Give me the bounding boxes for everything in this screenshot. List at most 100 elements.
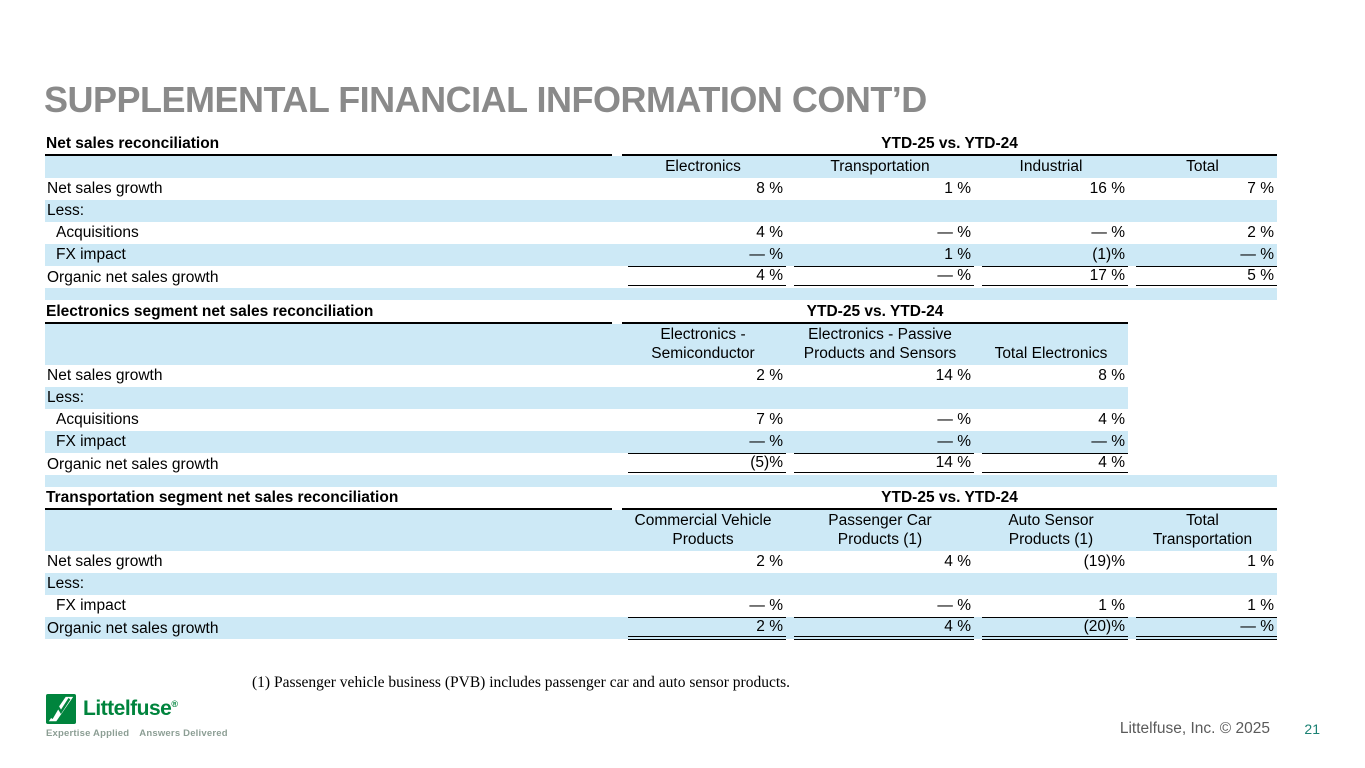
cell-value: 2 % — [1247, 224, 1274, 241]
table-row: Less: — [45, 200, 1277, 222]
cell: — % — [620, 431, 786, 453]
cell-value: 1 % — [944, 180, 971, 197]
row-label: Less: — [47, 389, 85, 406]
cell-value: — % — [1136, 617, 1277, 640]
page-title: SUPPLEMENTAL FINANCIAL INFORMATION CONT’… — [44, 79, 927, 120]
row-label: Net sales growth — [47, 367, 163, 384]
table-row: FX impact — % — % — % — [45, 431, 1128, 453]
cell-value: 7 % — [1247, 180, 1274, 197]
cell-value: 1 % — [944, 246, 971, 263]
table-spacer-stripe — [45, 475, 1277, 487]
period-header: YTD-25 vs. YTD-24 — [622, 301, 1128, 324]
table-row: Acquisitions 7 % — % 4 % — [45, 409, 1128, 431]
column-header: Electronics - Passive Products and Senso… — [803, 326, 957, 362]
column-header-spacer — [45, 510, 620, 551]
cell: 1 % — [786, 244, 974, 266]
cell: 4 % — [786, 551, 974, 573]
cell-value: 4 % — [944, 553, 971, 570]
cell: 8 % — [974, 365, 1128, 387]
period-header: YTD-25 vs. YTD-24 — [622, 487, 1277, 510]
column-header: Total Transportation — [1152, 512, 1253, 548]
cell: — % — [786, 431, 974, 453]
column-header-row: Electronics - Semiconductor Electronics … — [45, 324, 1128, 365]
registered-mark: ® — [171, 699, 178, 709]
cell-value: 2 % — [756, 553, 783, 570]
section-title: Electronics segment net sales reconcilia… — [45, 301, 612, 324]
section-title: Net sales reconciliation — [45, 133, 612, 156]
cell: — % — [620, 595, 786, 617]
row-label: Acquisitions — [56, 411, 139, 428]
cell: — % — [786, 595, 974, 617]
cell — [974, 200, 1128, 222]
cell-value: 4 % — [794, 617, 974, 640]
cell: (20)% — [974, 617, 1128, 640]
cell-value: — % — [937, 411, 971, 428]
cell: 4 % — [620, 266, 786, 289]
cell-value: 14 % — [794, 453, 974, 476]
cell-value: 8 % — [1098, 367, 1125, 384]
table-row: Less: — [45, 387, 1128, 409]
cell — [620, 573, 786, 595]
cell-value: (1)% — [1092, 246, 1125, 263]
cell-value: 4 % — [1098, 411, 1125, 428]
cell — [974, 573, 1128, 595]
cell — [974, 387, 1128, 409]
cell — [786, 573, 974, 595]
table-row: Less: — [45, 573, 1277, 595]
table-transportation-segment-reconciliation: Transportation segment net sales reconci… — [45, 487, 1277, 640]
row-label: Organic net sales growth — [47, 619, 219, 637]
table-row: FX impact — % 1 % (1)% — % — [45, 244, 1277, 266]
logo-tagline: Expertise Applied Answers Delivered — [46, 728, 228, 739]
cell — [620, 200, 786, 222]
tagline-left: Expertise Applied — [46, 728, 130, 739]
cell: 1 % — [1128, 595, 1277, 617]
cell-value: 1 % — [1247, 597, 1274, 614]
cell: 4 % — [974, 453, 1128, 476]
cell: 14 % — [786, 453, 974, 476]
cell: 14 % — [786, 365, 974, 387]
cell-value: 5 % — [1136, 266, 1277, 289]
cell: — % — [1128, 244, 1277, 266]
column-header: Total — [1186, 158, 1219, 175]
column-header: Industrial — [1019, 158, 1083, 175]
cell — [786, 387, 974, 409]
section-header-row: Transportation segment net sales reconci… — [45, 487, 1277, 510]
column-header: Electronics — [665, 158, 741, 175]
cell: (5)% — [620, 453, 786, 476]
cell-value: (20)% — [982, 617, 1128, 640]
cell-value: 16 % — [1089, 180, 1125, 197]
cell: — % — [1128, 617, 1277, 640]
cell-value: — % — [749, 433, 783, 450]
cell: — % — [786, 409, 974, 431]
cell: 17 % — [974, 266, 1128, 289]
cell: 2 % — [620, 551, 786, 573]
cell: 1 % — [974, 595, 1128, 617]
page-number: 21 — [1304, 721, 1320, 737]
table-row-total: Organic net sales growth (5)% 14 % 4 % — [45, 453, 1128, 476]
table-row: Net sales growth 8 % 1 % 16 % 7 % — [45, 178, 1277, 200]
column-header: Electronics - Semiconductor — [651, 326, 755, 362]
column-header: Passenger Car Products (1) — [828, 512, 932, 548]
cell — [1128, 200, 1277, 222]
logo-top: Littelfuse® — [46, 694, 226, 724]
row-label: Acquisitions — [56, 224, 139, 241]
littelfuse-logo: Littelfuse® Expertise Applied Answers De… — [46, 694, 228, 739]
cell: 8 % — [620, 178, 786, 200]
column-header: Total Electronics — [994, 344, 1108, 362]
cell: 2 % — [1128, 222, 1277, 244]
cell: 4 % — [786, 617, 974, 640]
table-row: FX impact — % — % 1 % 1 % — [45, 595, 1277, 617]
table-row: Net sales growth 2 % 4 % (19)% 1 % — [45, 551, 1277, 573]
cell — [1128, 573, 1277, 595]
cell: — % — [974, 222, 1128, 244]
table-row: Net sales growth 2 % 14 % 8 % — [45, 365, 1128, 387]
column-header-row: Electronics Transportation Industrial To… — [45, 156, 1277, 178]
cell-value: — % — [794, 266, 974, 289]
section-header-row: Electronics segment net sales reconcilia… — [45, 301, 1128, 324]
column-header: Auto Sensor Products (1) — [1008, 512, 1094, 548]
row-label: Less: — [47, 575, 85, 592]
table-row-total: Organic net sales growth 2 % 4 % (20)% —… — [45, 617, 1277, 640]
column-header-row: Commercial Vehicle Products Passenger Ca… — [45, 510, 1277, 551]
row-label: Less: — [47, 202, 85, 219]
cell-value: — % — [1091, 433, 1125, 450]
